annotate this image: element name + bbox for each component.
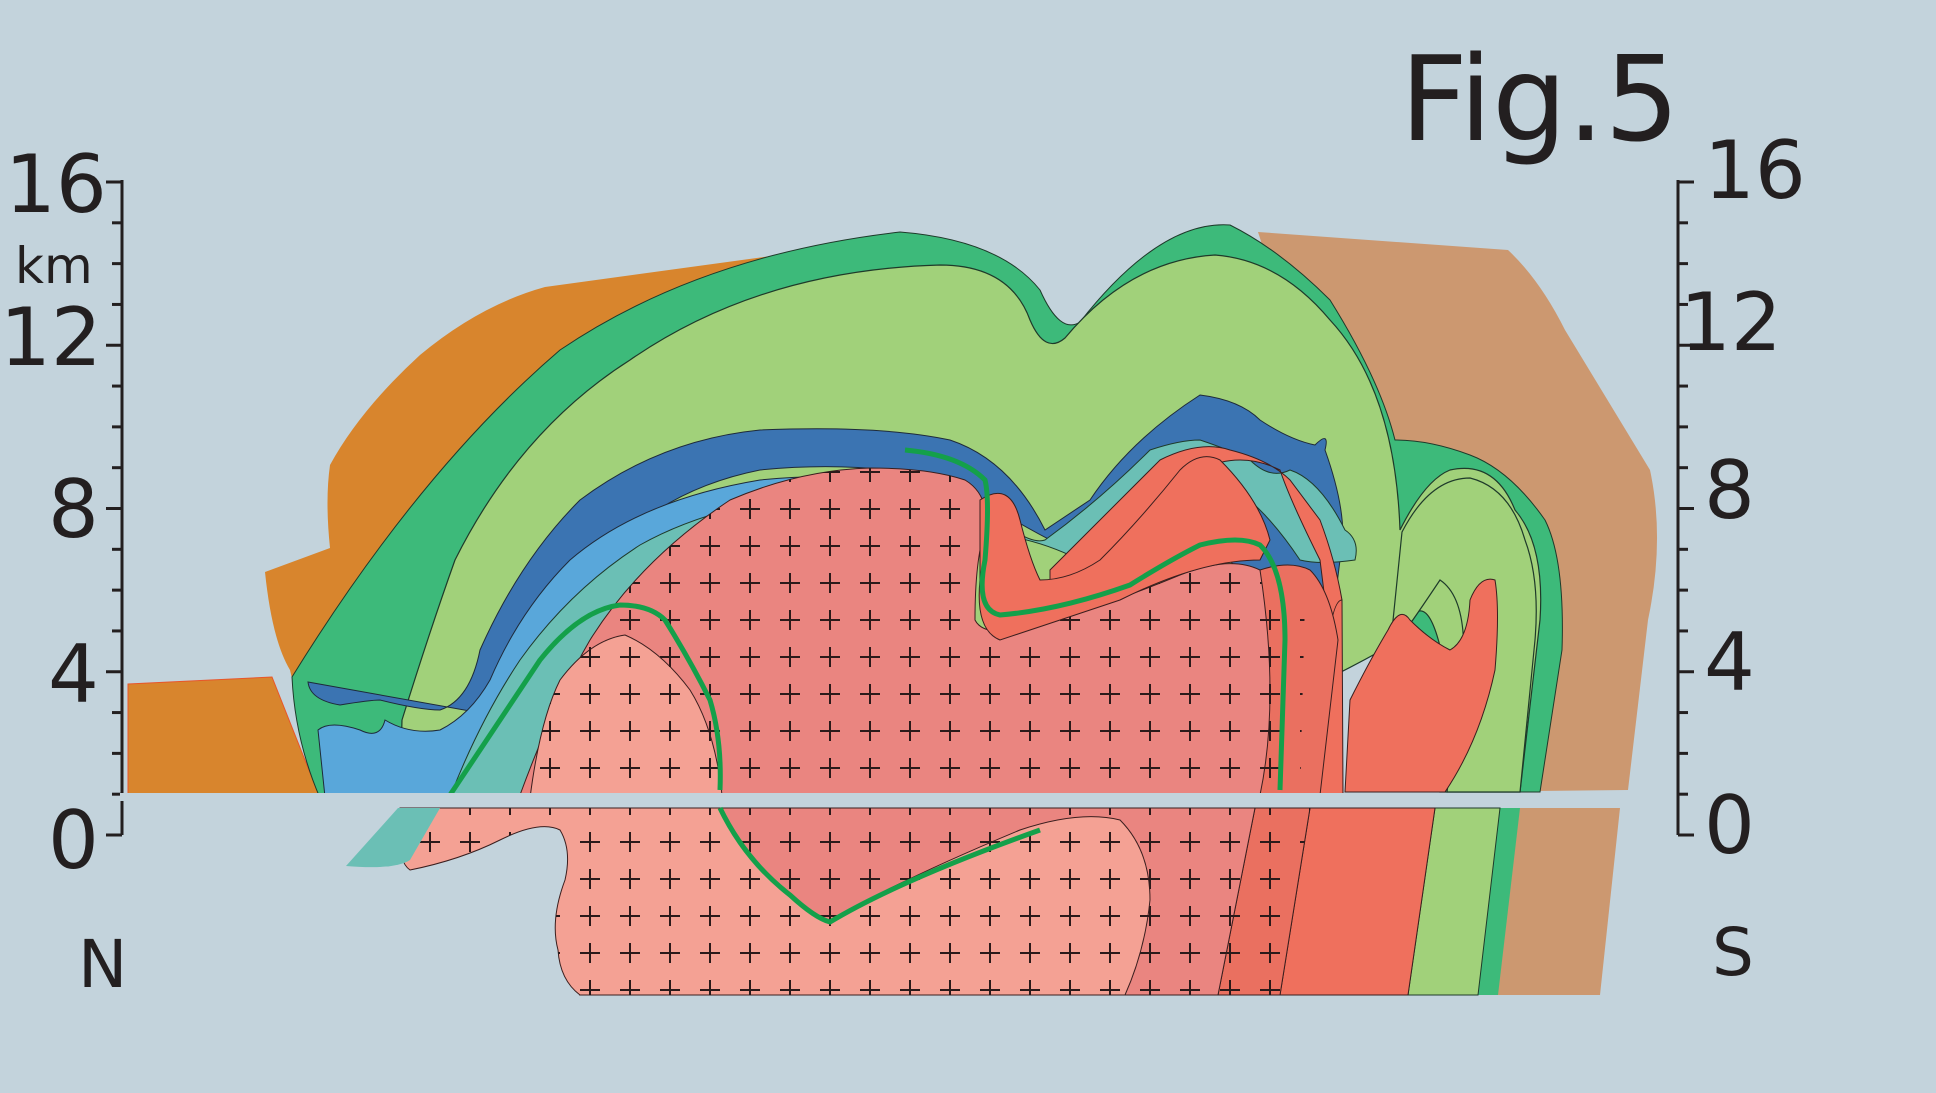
left-tick-label-16: 16	[5, 138, 107, 231]
right-tick-label-16: 16	[1704, 124, 1806, 217]
granite-light-texture	[530, 635, 722, 798]
light-green-right-limb	[1389, 477, 1537, 793]
lower-teal-wedge	[346, 808, 440, 868]
granite-main-texture	[520, 468, 1282, 795]
lower-granite-strip-texture	[1218, 808, 1310, 995]
left-unit-label: km	[15, 237, 93, 295]
lower-granite-light-texture	[398, 808, 1150, 995]
figure-title: Fig.5	[1400, 30, 1680, 168]
south-label: S	[1712, 914, 1754, 991]
orange-unit	[265, 252, 800, 798]
left-tick-label-0: 0	[48, 794, 99, 887]
lower-green-contact-line	[717, 806, 1041, 925]
lower-dark-green	[1478, 808, 1520, 995]
north-label: N	[78, 926, 127, 1003]
upper-section	[120, 224, 1658, 801]
right-tick-label-4: 4	[1704, 616, 1755, 709]
right-tick-label-0: 0	[1704, 779, 1755, 872]
right-tick-label-8: 8	[1704, 444, 1755, 537]
left-tick-label-4: 4	[48, 628, 99, 721]
right-depth-scale: 16 12 8 4 0	[1676, 124, 1806, 872]
lower-section	[346, 806, 1620, 996]
red-orange-far-right	[1344, 578, 1498, 793]
orange-unit-lower	[127, 676, 321, 799]
section-split-gap	[120, 793, 1650, 801]
right-tick-label-12: 12	[1680, 276, 1782, 369]
green-contact-line	[447, 447, 1288, 797]
left-tick-label-8: 8	[48, 463, 99, 556]
lower-tan-unit	[1496, 808, 1620, 995]
red-pocket	[978, 456, 1271, 641]
left-tick-label-12: 12	[0, 291, 102, 384]
left-depth-scale: 16 km 12 8 4 0	[0, 138, 124, 887]
